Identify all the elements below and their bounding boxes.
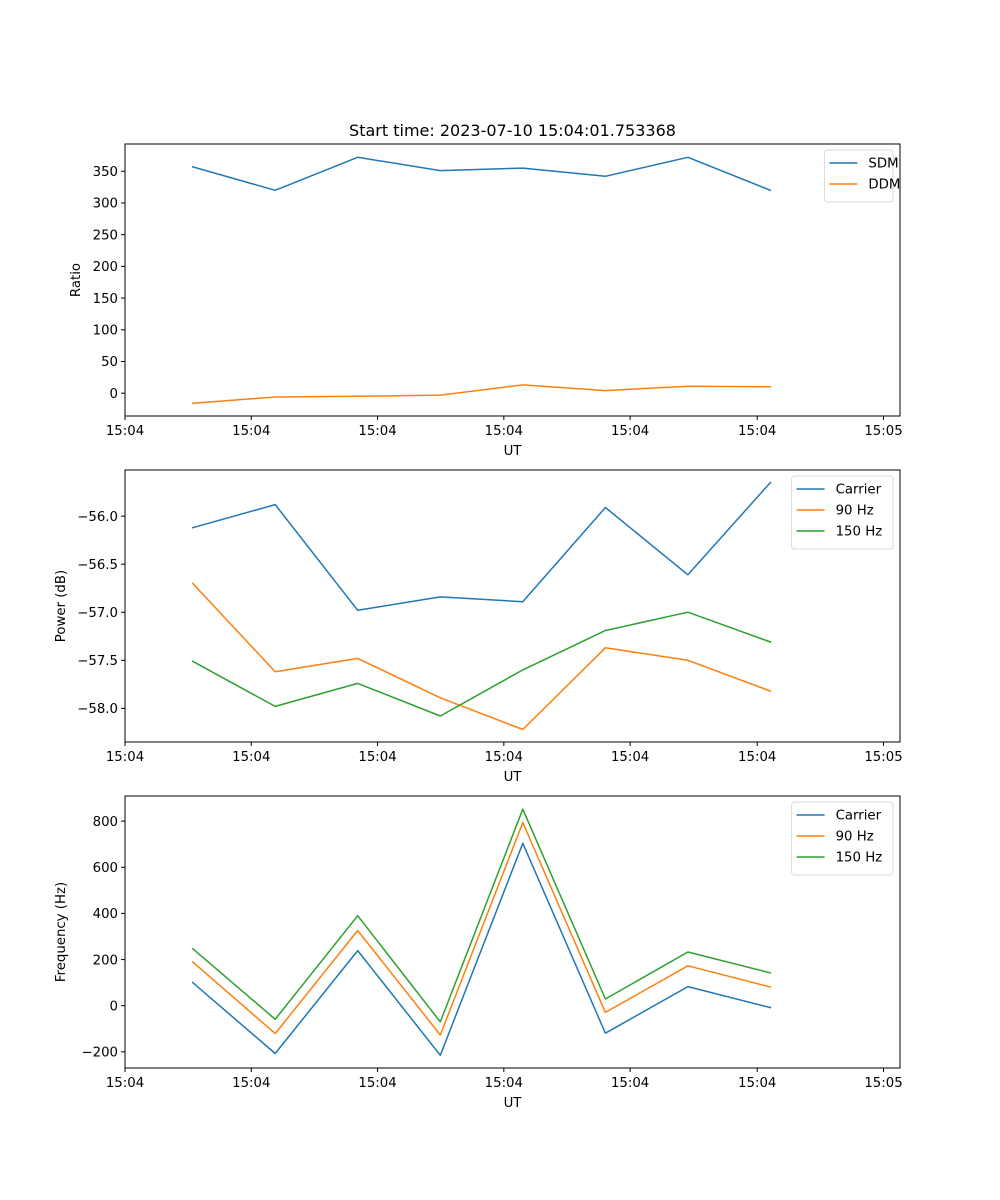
x-tick-label: 15:05 bbox=[864, 750, 902, 765]
legend-label: DDM bbox=[868, 178, 900, 193]
plot-area bbox=[125, 144, 900, 416]
y-axis-label: Power (dB) bbox=[54, 570, 69, 642]
plot-area bbox=[125, 796, 900, 1068]
legend-label: 90 Hz bbox=[836, 830, 874, 845]
series-line-150-hz bbox=[191, 611, 772, 717]
y-tick-label: 800 bbox=[93, 815, 118, 830]
y-tick-label: −58.0 bbox=[77, 702, 118, 717]
x-tick-label: 15:05 bbox=[864, 1076, 902, 1091]
x-axis-label: UT bbox=[504, 1096, 523, 1111]
x-tick-label: 15:04 bbox=[485, 1076, 523, 1091]
x-tick-label: 15:04 bbox=[738, 750, 776, 765]
legend-label: 150 Hz bbox=[836, 525, 883, 540]
chart-title: Start time: 2023-07-10 15:04:01.753368 bbox=[349, 121, 676, 140]
series-line-carrier bbox=[191, 842, 772, 1057]
x-tick-label: 15:04 bbox=[106, 1076, 144, 1091]
legend: SDM DDM bbox=[823, 149, 900, 203]
y-tick-label: 150 bbox=[93, 292, 118, 307]
y-tick-label: 50 bbox=[101, 355, 118, 370]
y-axis-label: Ratio bbox=[69, 263, 84, 297]
axes-frame bbox=[124, 795, 901, 1069]
axes-panel-2: 15:04 15:04 15:04 15:04 15:04 15:04 15:05 −58.0… bbox=[54, 469, 903, 785]
x-tick-label: 15:04 bbox=[738, 424, 776, 439]
y-tick-label: −200 bbox=[81, 1046, 118, 1061]
x-tick-label: 15:04 bbox=[611, 424, 649, 439]
legend-label: SDM bbox=[868, 157, 898, 172]
y-tick-label: 200 bbox=[93, 260, 118, 275]
y-tick-label: −56.0 bbox=[77, 510, 118, 525]
legend-label: 150 Hz bbox=[836, 851, 883, 866]
y-tick-label: 200 bbox=[93, 953, 118, 968]
x-tick-label: 15:04 bbox=[485, 750, 523, 765]
x-tick-label: 15:04 bbox=[611, 1076, 649, 1091]
legend-label: Carrier bbox=[836, 483, 882, 498]
y-tick-label: −56.5 bbox=[77, 558, 118, 573]
x-tick-label: 15:04 bbox=[232, 424, 270, 439]
series-line-carrier bbox=[191, 481, 772, 612]
x-tick-label: 15:04 bbox=[232, 1076, 270, 1091]
x-tick-label: 15:04 bbox=[611, 750, 649, 765]
axes-frame bbox=[124, 143, 901, 417]
x-axis-label: UT bbox=[504, 770, 523, 785]
legend: Carrier 90 Hz 150 Hz bbox=[791, 801, 894, 876]
legend-label: Carrier bbox=[836, 809, 882, 824]
x-axis-label: UT bbox=[504, 444, 523, 459]
axes-panel-3: 15:04 15:04 15:04 15:04 15:04 15:04 15:05 −200 0… bbox=[54, 795, 903, 1111]
axes-frame bbox=[124, 469, 901, 743]
legend-label: 90 Hz bbox=[836, 504, 874, 519]
x-tick-label: 15:04 bbox=[485, 424, 523, 439]
x-tick-label: 15:04 bbox=[358, 424, 396, 439]
plot-area bbox=[125, 470, 900, 742]
x-tick-label: 15:04 bbox=[358, 750, 396, 765]
y-tick-label: −57.0 bbox=[77, 606, 118, 621]
axes-panel-1: 15:04 15:04 15:04 15:04 15:04 15:04 15:05 0 50 10… bbox=[69, 143, 903, 459]
y-tick-label: 600 bbox=[93, 861, 118, 876]
y-tick-label: −57.5 bbox=[77, 654, 118, 669]
y-tick-label: 350 bbox=[93, 165, 118, 180]
y-tick-label: 300 bbox=[93, 197, 118, 212]
x-tick-label: 15:04 bbox=[106, 750, 144, 765]
y-tick-label: 400 bbox=[93, 907, 118, 922]
legend: Carrier 90 Hz 150 Hz bbox=[791, 475, 894, 550]
x-tick-label: 15:04 bbox=[738, 1076, 776, 1091]
x-tick-label: 15:05 bbox=[864, 424, 902, 439]
y-tick-label: 250 bbox=[93, 228, 118, 243]
series-line-ddm bbox=[191, 384, 772, 405]
y-tick-label: 0 bbox=[110, 999, 118, 1014]
y-axis-label: Frequency (Hz) bbox=[54, 882, 69, 982]
series-line-150-hz bbox=[191, 808, 772, 1023]
series-line-90-hz bbox=[191, 821, 772, 1036]
x-tick-label: 15:04 bbox=[232, 750, 270, 765]
series-line-sdm bbox=[191, 156, 772, 192]
x-tick-label: 15:04 bbox=[358, 1076, 396, 1091]
y-tick-label: 0 bbox=[110, 387, 118, 402]
y-tick-label: 100 bbox=[93, 323, 118, 338]
x-tick-label: 15:04 bbox=[106, 424, 144, 439]
series-line-90-hz bbox=[191, 582, 772, 731]
